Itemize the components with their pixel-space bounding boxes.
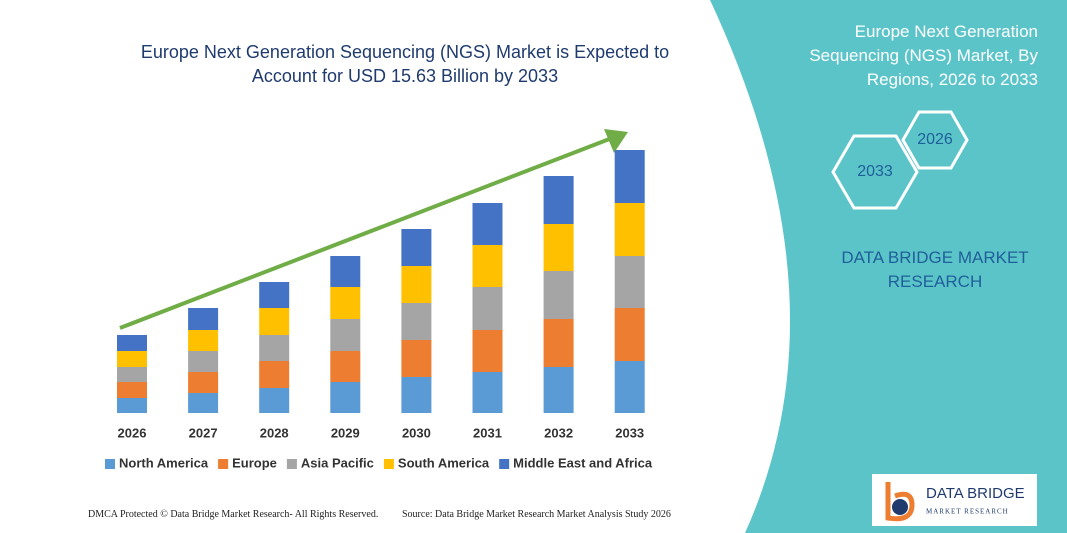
bar-segment: [259, 361, 290, 388]
legend-label: Europe: [232, 455, 277, 470]
logo-icon: [892, 499, 908, 515]
bar-segment: [259, 308, 290, 335]
bar-segment: [614, 361, 645, 413]
logo-tagline: MARKET RESEARCH: [926, 508, 1009, 516]
bar-segment: [117, 367, 147, 382]
legend-swatch: [105, 459, 115, 469]
bar-segment: [330, 319, 361, 351]
bar-segment: [401, 303, 432, 340]
brand-text: DATA BRIDGE MARKET RESEARCH: [841, 248, 1029, 291]
legend-swatch: [218, 459, 229, 469]
bar-segment: [330, 382, 361, 413]
bar-segment: [401, 229, 432, 266]
bar-segment: [188, 308, 219, 330]
x-tick-label: 2027: [189, 425, 218, 440]
bar-segment: [188, 351, 219, 372]
bar-segment: [472, 330, 503, 372]
logo-icon: [885, 482, 915, 522]
bar-segment: [259, 282, 290, 308]
logo-name: DATA BRIDGE: [926, 485, 1025, 502]
bar-segment: [330, 287, 361, 319]
bar-segment: [543, 319, 574, 367]
bar-segment: [614, 203, 645, 256]
hexagon: [831, 134, 919, 210]
bar-segment: [188, 393, 219, 413]
bar-segment: [472, 372, 503, 413]
bar-segment: [543, 176, 574, 224]
legend-label: Asia Pacific: [301, 455, 374, 470]
x-tick-label: 2033: [615, 425, 644, 440]
legend-swatch: [286, 459, 297, 469]
legend-label: South America: [398, 455, 490, 470]
x-tick-label: 2028: [260, 425, 289, 440]
footer-left: DMCA Protected © Data Bridge Market Rese…: [88, 509, 379, 520]
bar-segment: [543, 367, 574, 413]
trend-arrow-head: [604, 129, 628, 153]
chart-title: Europe Next Generation Sequencing (NGS) …: [140, 42, 670, 86]
legend-swatch: [383, 459, 394, 469]
bar-segment: [543, 271, 574, 319]
hex-label: 2026: [917, 131, 953, 148]
bar-segment: [330, 351, 361, 382]
hexagon: [901, 110, 969, 170]
bar-segment: [472, 203, 503, 245]
footer-right: Source: Data Bridge Market Research Mark…: [402, 509, 671, 520]
bar-segment: [472, 287, 503, 330]
bar-segment: [614, 308, 645, 361]
x-tick-label: 2031: [473, 425, 502, 440]
bar-segment: [117, 351, 147, 367]
bar-segment: [259, 388, 290, 413]
bar-segment: [188, 372, 219, 393]
bar-segment: [543, 224, 574, 271]
trend-arrow: [119, 136, 613, 330]
side-panel: [710, 0, 1067, 533]
bar-segment: [117, 335, 147, 351]
panel-title: Europe Next Generation Sequencing (NGS) …: [809, 22, 1038, 89]
bar-segment: [614, 256, 645, 308]
x-tick-label: 2030: [402, 425, 431, 440]
legend-swatch: [499, 459, 510, 469]
bar-segment: [117, 398, 147, 413]
legend-label: North America: [119, 455, 209, 470]
x-tick-label: 2029: [331, 425, 360, 440]
bar-segment: [259, 335, 290, 361]
bar-segment: [188, 330, 219, 351]
bar-segment: [401, 377, 432, 413]
x-tick-label: 2026: [118, 425, 147, 440]
legend-label: Middle East and Africa: [513, 455, 653, 470]
x-tick-label: 2032: [544, 425, 573, 440]
bar-segment: [117, 382, 147, 398]
bar-segment: [401, 266, 432, 303]
bar-segment: [472, 245, 503, 287]
bar-segment: [330, 256, 361, 287]
bar-segment: [401, 340, 432, 377]
bar-segment: [614, 150, 645, 203]
hex-label: 2033: [857, 163, 893, 180]
